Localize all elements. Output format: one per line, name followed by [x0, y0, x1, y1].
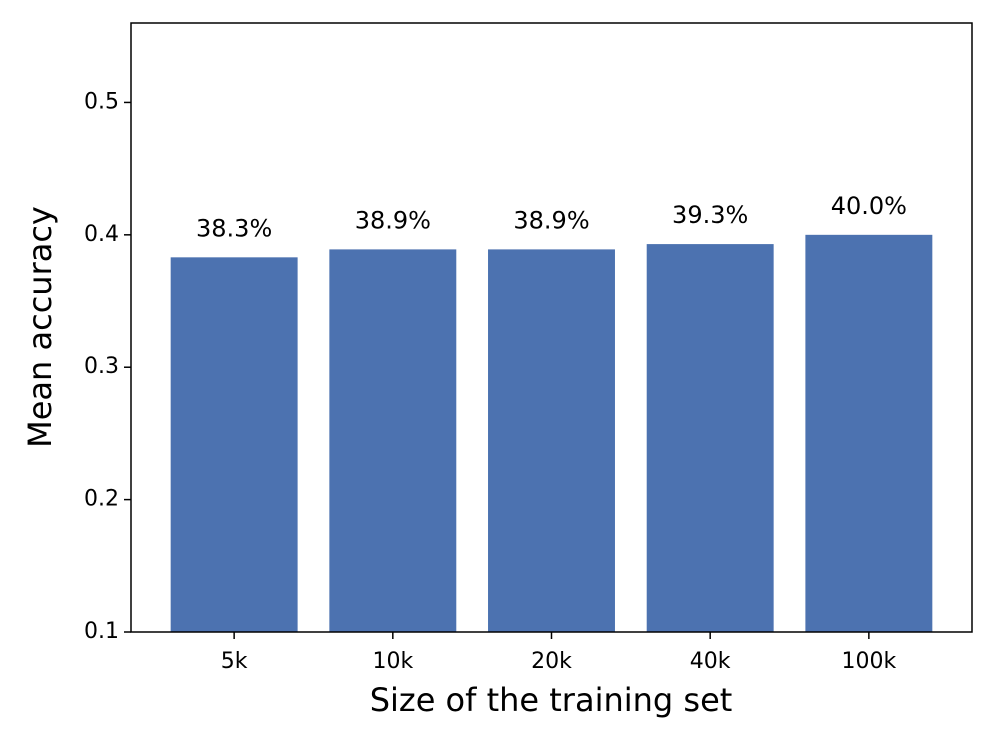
x-tick-label: 100k [841, 649, 896, 674]
bar [646, 244, 774, 632]
x-tick-label: 40k [690, 649, 731, 674]
y-tick-label: 0.1 [84, 619, 119, 644]
x-tick-label: 20k [531, 649, 572, 674]
bar [329, 249, 457, 632]
bar [170, 257, 298, 632]
y-tick-label: 0.2 [84, 487, 119, 512]
value-label: 38.3% [196, 214, 272, 242]
y-axis-label: Mean accuracy [21, 206, 59, 448]
plot-frame [130, 22, 973, 633]
value-label: 39.3% [672, 201, 748, 229]
bar [488, 249, 615, 632]
x-tick-label: 10k [372, 649, 413, 674]
x-axis-label: Size of the training set [370, 681, 733, 719]
x-tick-label: 5k [221, 649, 248, 674]
y-tick-label: 0.5 [84, 89, 119, 114]
bar [805, 234, 933, 632]
y-tick-label: 0.3 [84, 354, 119, 379]
value-label: 40.0% [831, 192, 907, 220]
value-label: 38.9% [355, 206, 431, 234]
y-tick-label: 0.4 [84, 222, 119, 247]
value-label: 38.9% [513, 206, 589, 234]
